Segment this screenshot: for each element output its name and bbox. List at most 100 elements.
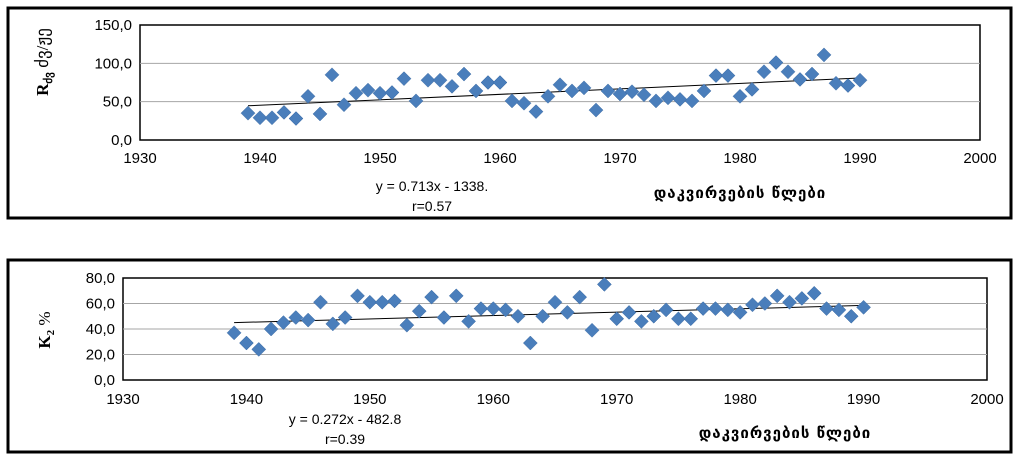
data-point (648, 93, 664, 109)
trend-equation: y = 0.272x - 482.8 (289, 411, 402, 427)
data-point (671, 311, 686, 327)
data-point (468, 83, 484, 99)
x-tick-label: 2000 (970, 391, 1003, 408)
data-point (263, 321, 279, 337)
data-point (456, 66, 472, 82)
data-point (510, 308, 526, 324)
data-point (660, 90, 676, 106)
x-tick-label: 1990 (843, 150, 876, 167)
data-point (288, 111, 304, 126)
x-tick-label: 1940 (243, 150, 276, 167)
data-point (444, 78, 460, 94)
data-point (634, 313, 649, 329)
data-point (852, 72, 868, 88)
data-point (473, 301, 489, 316)
data-point (411, 303, 427, 319)
data-point (288, 310, 304, 325)
data-point (424, 289, 439, 305)
x-tick-label: 1930 (106, 391, 139, 408)
data-point (276, 105, 292, 120)
data-point (362, 294, 378, 310)
data-point (336, 97, 352, 113)
data-point (696, 83, 712, 99)
trendline (234, 304, 864, 324)
y-tick-label: 100,0 (94, 55, 132, 72)
data-point (387, 293, 402, 309)
data-point (792, 72, 808, 87)
data-point (276, 315, 291, 330)
data-point (757, 296, 773, 311)
y-axis-label: K2 % (35, 311, 57, 348)
data-point (819, 301, 834, 316)
data-point (226, 325, 242, 341)
x-tick-label: 1940 (230, 391, 263, 408)
data-point (672, 92, 688, 107)
data-point (732, 305, 748, 320)
data-point (828, 75, 844, 91)
y-tick-label: 0,0 (111, 132, 132, 149)
data-point (780, 64, 796, 80)
data-point (448, 288, 464, 304)
plot-area (139, 24, 981, 141)
data-point (576, 80, 592, 96)
data-point (597, 277, 612, 292)
chart-frame (6, 6, 1013, 220)
y-tick-label: 150,0 (94, 17, 132, 34)
data-point (324, 67, 340, 83)
data-point (559, 305, 575, 320)
y-axis-label: Rძვ ძვ/ჟე (33, 28, 55, 96)
data-point (516, 95, 532, 111)
data-point (396, 71, 412, 87)
data-point (588, 102, 604, 118)
data-point (745, 297, 760, 313)
data-point (432, 72, 448, 88)
trend-equation: y = 0.713x - 1338. (376, 178, 488, 194)
data-point (564, 83, 580, 99)
data-point (612, 86, 628, 102)
data-point (337, 310, 353, 325)
data-point (420, 72, 436, 88)
data-point (856, 299, 871, 315)
data-point (840, 78, 856, 93)
data-point (374, 294, 390, 310)
chart-1: 0,0 50,0 100,0 150,0 1930 1940 1950 1960 1970 198… (6, 6, 1013, 220)
data-point (485, 301, 501, 316)
x-tick-label: 1960 (477, 391, 510, 408)
y-tick-label: 50,0 (103, 94, 132, 111)
data-point (535, 308, 551, 324)
correlation-label: r=0.57 (412, 198, 452, 214)
data-point (312, 106, 328, 122)
data-point (782, 294, 797, 310)
data-point (658, 302, 674, 318)
data-point (480, 75, 496, 90)
x-tick-label: 1950 (363, 150, 396, 167)
x-tick-label: 1970 (600, 391, 633, 408)
y-tick-label: 80,0 (86, 270, 115, 287)
data-point (300, 88, 316, 104)
data-point (756, 64, 772, 80)
correlation-label: r=0.39 (325, 431, 365, 447)
data-point (251, 342, 267, 357)
x-tick-label: 1980 (723, 391, 756, 408)
data-point (831, 302, 847, 318)
y-tick-label: 60,0 (86, 296, 115, 313)
data-point (794, 291, 810, 306)
data-point (732, 88, 748, 104)
x-axis-label: დაკვირვების წლები (699, 424, 872, 442)
data-point (806, 285, 822, 301)
data-point (720, 68, 736, 83)
data-point (708, 68, 724, 83)
y-tick-label: 20,0 (86, 347, 115, 364)
data-point (239, 335, 254, 351)
data-point (600, 83, 616, 99)
data-point (624, 84, 640, 100)
data-point (744, 82, 760, 97)
data-point (408, 93, 424, 109)
data-point (646, 308, 662, 324)
chart-frame (6, 258, 1013, 454)
data-point (360, 82, 376, 98)
data-point (708, 301, 723, 316)
x-tick-label: 2000 (963, 150, 996, 167)
y-tick-label: 40,0 (86, 321, 115, 338)
